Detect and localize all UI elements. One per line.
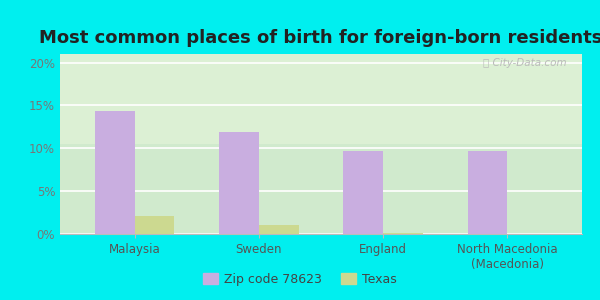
Bar <box>343 151 383 234</box>
Title: Most common places of birth for foreign-born residents: Most common places of birth for foreign-… <box>40 29 600 47</box>
Bar <box>259 225 299 234</box>
Bar <box>134 216 175 234</box>
Bar <box>219 132 259 234</box>
Legend: Zip code 78623, Texas: Zip code 78623, Texas <box>198 268 402 291</box>
Text: Ⓞ City-Data.com: Ⓞ City-Data.com <box>483 58 566 68</box>
Bar <box>383 233 423 234</box>
Bar <box>95 111 134 234</box>
Bar <box>467 151 508 234</box>
